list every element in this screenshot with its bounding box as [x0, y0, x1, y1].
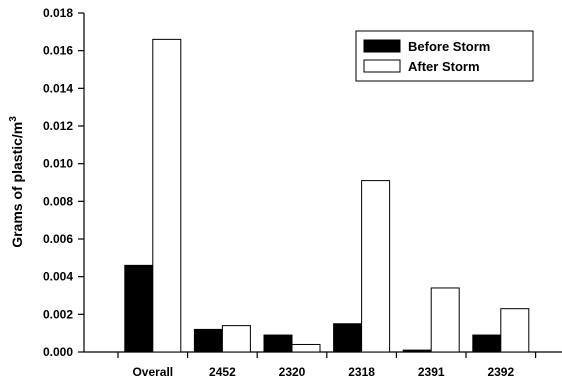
- bar-after-storm-2320: [291, 343, 321, 353]
- bar-before-storm-2452: [193, 328, 223, 353]
- x-tick-label: 2452: [209, 365, 236, 379]
- y-axis-title: Grams of plastic/m3: [8, 116, 25, 248]
- y-tick-label: 0.016: [43, 44, 73, 58]
- bar-before-storm-Overall: [124, 264, 154, 353]
- y-tick-label: 0.006: [43, 232, 73, 246]
- bar-before-storm-2392: [472, 334, 502, 353]
- bar-after-storm-Overall: [152, 38, 182, 353]
- y-axis-title-superscript: 3: [8, 116, 19, 122]
- bars: [124, 38, 530, 353]
- bar-after-storm-2452: [221, 325, 251, 353]
- y-tick-label: 0.008: [43, 194, 73, 208]
- legend-swatch-after-storm: [363, 59, 401, 73]
- legend-label-after-storm: After Storm: [408, 59, 480, 74]
- y-tick-label: 0.002: [43, 307, 73, 321]
- x-tick-label: 2391: [418, 365, 445, 379]
- legend-box: [355, 30, 534, 82]
- x-tick-label: 2320: [279, 365, 306, 379]
- bar-before-storm-2391: [402, 349, 432, 353]
- y-ticks: 0.000 0.002 0.004 0.006 0.008 0.010 0.012 0.014…: [43, 6, 84, 359]
- y-tick-label: 0.010: [43, 157, 73, 171]
- x-ticks: Overall 2452 2320 2318 2391 2392: [117, 352, 537, 379]
- y-axis-title-text: Grams of plastic/m: [9, 122, 25, 248]
- bar-after-storm-2318: [361, 180, 391, 353]
- x-tick-label: 2392: [487, 365, 514, 379]
- y-tick-label: 0.004: [43, 270, 73, 284]
- legend-swatch-before-storm: [363, 39, 401, 53]
- y-tick-label: 0.012: [43, 119, 73, 133]
- bar-after-storm-2391: [430, 287, 460, 353]
- x-tick-label: 2318: [348, 365, 375, 379]
- bar-before-storm-2318: [333, 323, 363, 353]
- y-tick-label: 0.000: [43, 345, 73, 359]
- bar-before-storm-2320: [263, 334, 293, 353]
- y-tick-label: 0.018: [43, 6, 73, 20]
- legend-label-before-storm: Before Storm: [408, 39, 490, 54]
- bar-after-storm-2392: [500, 308, 530, 353]
- x-tick-label: Overall: [132, 365, 173, 379]
- legend: Before Storm After Storm: [355, 30, 534, 82]
- y-tick-label: 0.014: [43, 81, 73, 95]
